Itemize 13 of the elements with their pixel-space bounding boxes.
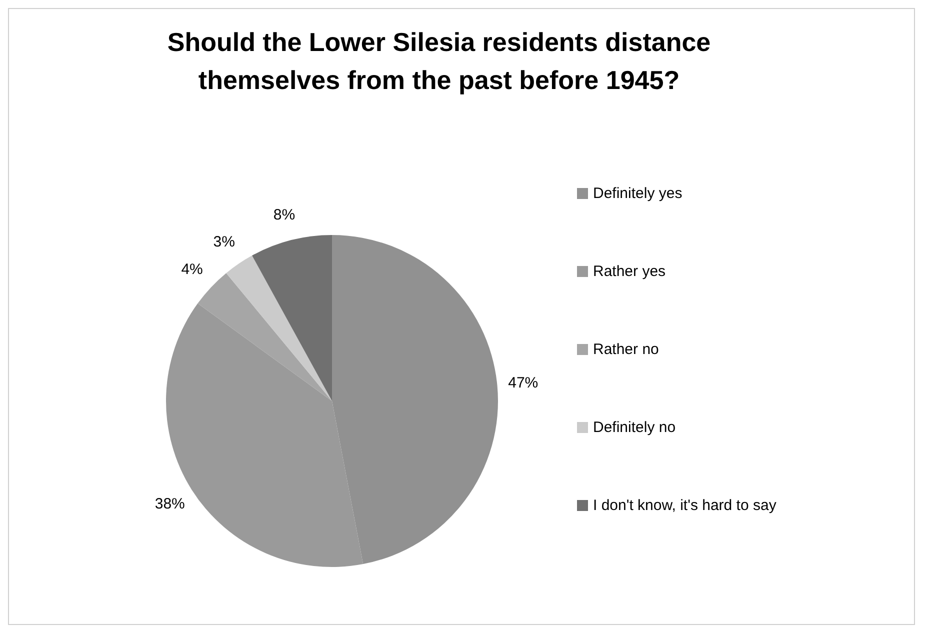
data-label: 8% xyxy=(273,206,296,224)
pie-slice xyxy=(226,256,332,401)
chart-title: Should the Lower Silesia residents distance themselves from the past before 1945? xyxy=(166,26,712,97)
data-label: 47% xyxy=(508,374,538,392)
legend-label: I don't know, it's hard to say xyxy=(593,496,776,514)
pie-slice xyxy=(252,235,332,401)
legend-label: Definitely no xyxy=(593,418,676,436)
legend-label: Definitely yes xyxy=(593,184,682,202)
data-label: 4% xyxy=(181,261,203,278)
legend-label: Rather no xyxy=(593,340,659,358)
legend-label: Rather yes xyxy=(593,262,666,280)
data-label: 38% xyxy=(154,495,185,512)
data-label: 3% xyxy=(213,234,235,251)
